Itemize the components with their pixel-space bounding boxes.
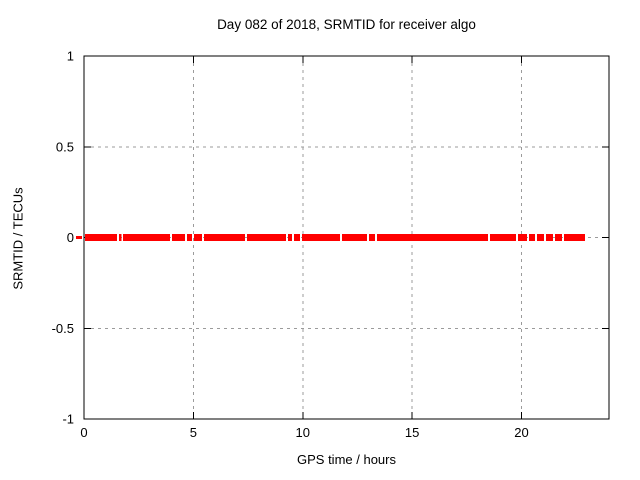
data-segment-14	[490, 234, 517, 241]
y-tick-label-0: 0	[67, 230, 74, 245]
data-segment-17	[537, 234, 545, 241]
data-segment-19	[554, 234, 562, 241]
data-segment-13	[376, 234, 489, 241]
x-tick-label-15: 15	[405, 425, 419, 440]
data-segment-10	[302, 234, 340, 241]
data-segment-6	[204, 234, 245, 241]
data-segment-20	[563, 234, 585, 241]
y-tick-label--0.5: -0.5	[52, 321, 74, 336]
data-segment-11	[341, 234, 368, 241]
y-zero-outside-tick-red	[76, 236, 82, 239]
data-segment-5	[194, 234, 203, 241]
data-segment-1	[119, 234, 122, 241]
data-segment-2	[123, 234, 170, 241]
chart-title: Day 082 of 2018, SRMTID for receiver alg…	[217, 17, 476, 32]
data-segment-9	[294, 234, 300, 241]
data-segment-18	[546, 234, 553, 241]
y-tick-label-1: 1	[67, 49, 74, 64]
x-tick-label-5: 5	[190, 425, 197, 440]
data-segment-0	[85, 234, 117, 241]
data-segment-7	[246, 234, 286, 241]
y-tick-label--1: -1	[62, 412, 74, 427]
data-segment-16	[528, 234, 536, 241]
x-axis-label: GPS time / hours	[297, 452, 396, 467]
x-tick-label-10: 10	[296, 425, 310, 440]
data-segment-12	[369, 234, 375, 241]
data-segment-15	[518, 234, 527, 241]
y-tick-label-0.5: 0.5	[56, 139, 74, 154]
x-tick-label-0: 0	[80, 425, 87, 440]
data-segment-4	[187, 234, 193, 241]
data-segment-8	[288, 234, 293, 241]
x-tick-label-20: 20	[514, 425, 528, 440]
data-segment-3	[171, 234, 186, 241]
